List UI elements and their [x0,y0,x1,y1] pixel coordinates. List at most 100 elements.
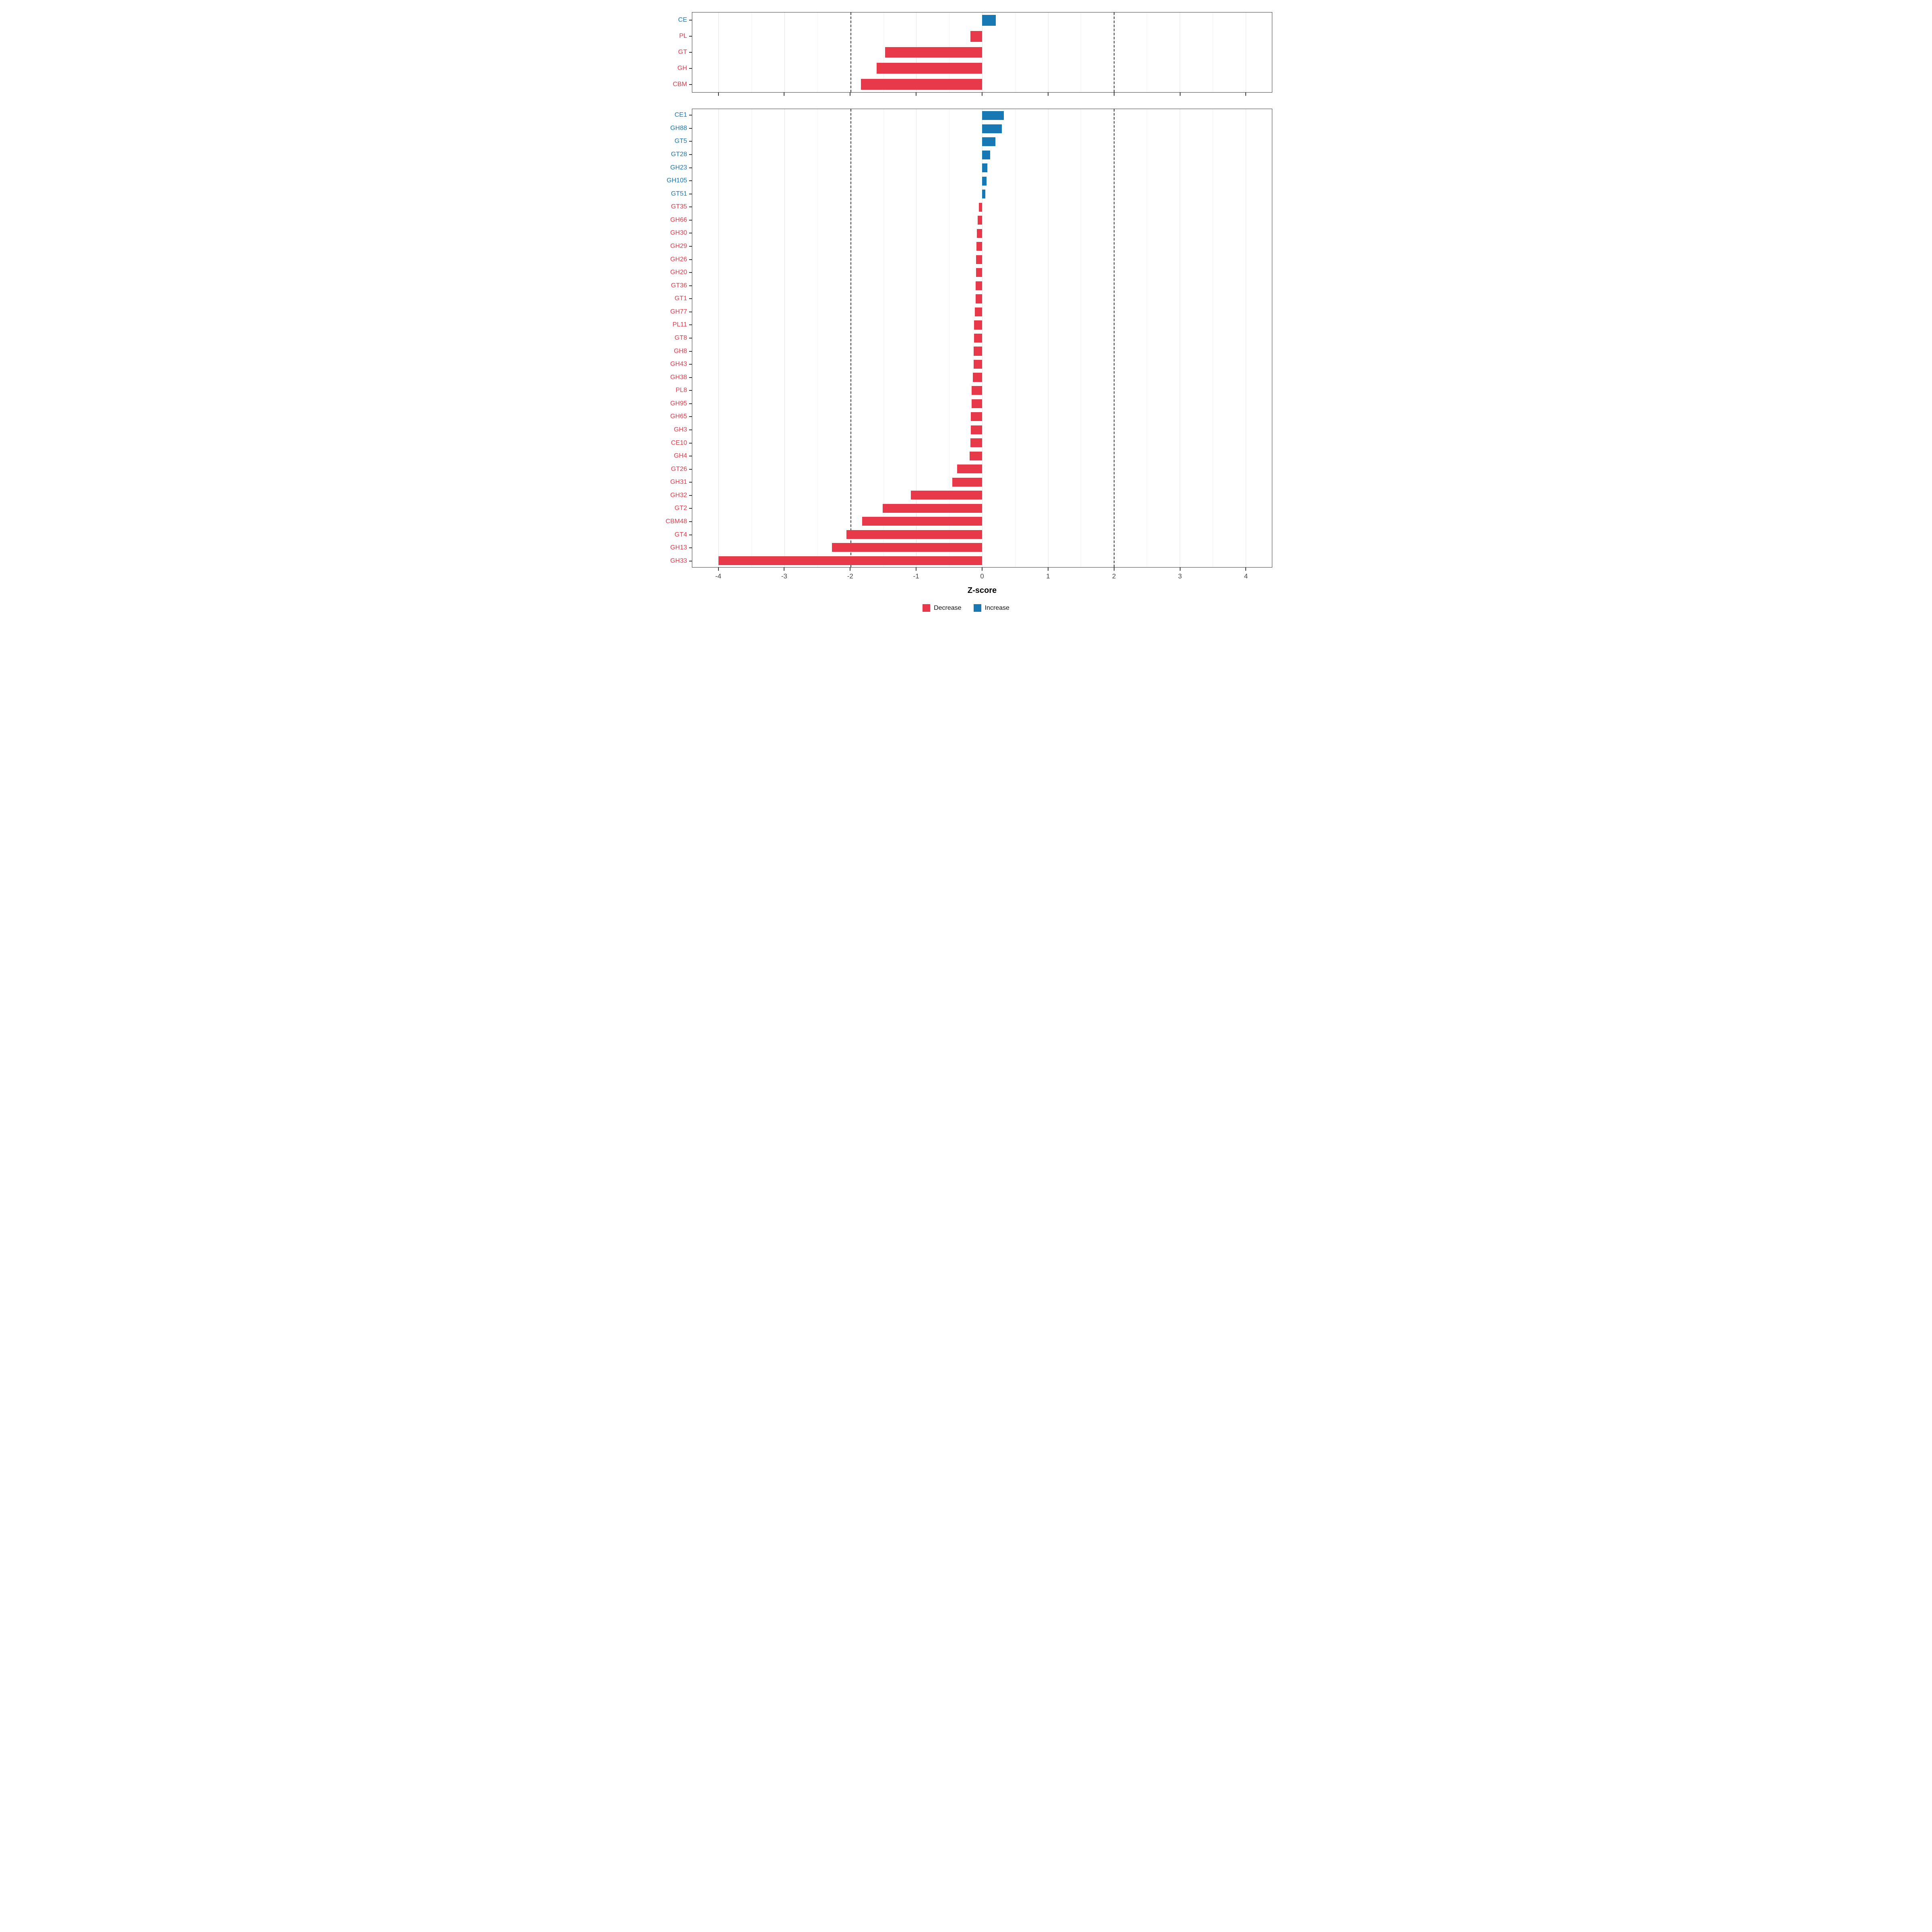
reference-line [1114,109,1115,567]
bar-GH65 [971,412,982,421]
bar-GH38 [973,373,982,382]
x-axis-tick-label: -1 [913,572,919,580]
major-gridline [784,109,785,567]
reference-line [850,12,851,92]
x-axis-tick-label: -2 [847,572,853,580]
bar-GH13 [832,543,982,552]
y-axis-tick [689,416,692,417]
class-panel-plot-area [692,12,1272,93]
y-axis-label-GH29: GH29 [670,242,687,250]
bar-GH43 [973,359,982,369]
y-axis-tick [689,324,692,326]
y-axis-label-GT: GT [678,49,687,56]
y-axis-tick [689,482,692,483]
y-axis-tick [689,259,692,260]
major-gridline [1048,12,1049,92]
y-axis-label-GH20: GH20 [670,269,687,276]
y-axis-label-CE: CE [678,17,687,23]
y-axis-tick [689,298,692,299]
bar-GH8 [973,347,982,356]
legend-item-increase: Increase [973,604,1009,612]
y-axis-label-GH32: GH32 [670,491,687,499]
bar-GH66 [977,216,982,225]
bar-GH33 [718,556,982,565]
y-axis-label-GH: GH [677,65,687,72]
y-axis-label-GH88: GH88 [670,124,687,132]
y-axis-tick [689,547,692,549]
y-axis-tick [689,68,692,69]
decrease-swatch-icon [923,604,931,612]
bar-GT35 [978,202,982,212]
y-axis-label-GH43: GH43 [670,361,687,368]
y-axis-label-GT28: GT28 [671,151,687,158]
bar-GT5 [982,137,995,147]
minor-gridline [817,109,818,567]
class-panel-x-tickstrip [692,93,1272,96]
y-axis-tick [689,36,692,37]
y-axis-tick [689,154,692,155]
class-panel-y-axis: CE PL GT GH CBM [656,12,692,93]
bar-GH [877,63,982,74]
major-gridline [982,109,983,567]
bar-GH29 [976,242,982,251]
bar-GH32 [911,491,982,500]
family-panel-y-axis: CE1 GH88 GT5 GT28 GH23 GH105 GT51 GT35 GH66 GH30 G… [656,109,692,568]
y-axis-label-CBM48: CBM48 [665,518,687,525]
y-axis-tick [689,469,692,470]
family-panel-plot-wrap [692,109,1272,571]
y-axis-label-GH23: GH23 [670,164,687,171]
legend-item-decrease: Decrease [923,604,962,612]
x-axis-title: Z-score [967,586,997,595]
y-axis-tick [689,180,692,182]
x-axis-tick [1113,568,1115,571]
x-axis-tick [1179,93,1181,96]
y-axis-label-GH65: GH65 [670,413,687,420]
y-axis-label-GH38: GH38 [670,374,687,381]
y-axis-label-GH31: GH31 [670,479,687,486]
family-panel-plot-area [692,109,1272,568]
bar-GT1 [975,294,982,303]
x-axis-tick [982,568,983,571]
x-axis-tick-labels: -4 -3 -2 -1 0 1 2 3 4 [692,572,1272,583]
y-axis-tick [689,442,692,444]
legend-label-decrease: Decrease [934,604,962,611]
y-axis-tick [689,219,692,221]
y-axis-label-GT35: GT35 [671,203,687,211]
x-axis-tick-label: 3 [1178,572,1182,580]
bar-GH4 [969,451,982,460]
y-axis-tick [689,167,692,168]
y-axis-tick [689,495,692,496]
bar-GH31 [952,477,982,487]
y-axis-label-GH30: GH30 [670,229,687,237]
y-axis-label-GT1: GT1 [674,295,687,302]
y-axis-tick [689,141,692,142]
bar-PL11 [974,320,982,330]
x-axis-tick [982,93,983,96]
bar-GH105 [982,176,987,186]
y-axis-label-GH105: GH105 [667,177,687,184]
increase-swatch-icon [973,604,981,612]
bar-CE [982,15,996,26]
y-axis-tick [689,246,692,247]
y-axis-label-GH13: GH13 [670,544,687,551]
bar-CBM48 [862,517,982,526]
y-axis-tick [689,377,692,378]
y-axis-tick [689,521,692,522]
y-axis-tick [689,338,692,339]
minor-gridline [883,109,884,567]
y-axis-tick [689,285,692,286]
x-axis-tick [1113,93,1115,96]
x-axis-tick [1047,568,1049,571]
bar-GH88 [982,124,1002,133]
y-axis-label-GT8: GT8 [674,334,687,341]
bar-PL [970,31,982,42]
y-axis-tick [689,52,692,53]
class-panel-plot-wrap [692,12,1272,96]
y-axis-tick [689,390,692,391]
major-gridline [1048,109,1049,567]
bar-GT [885,47,982,58]
bar-GH77 [975,307,982,317]
minor-gridline [751,109,752,567]
major-gridline [982,12,983,92]
x-axis-tick-label: 1 [1046,572,1050,580]
